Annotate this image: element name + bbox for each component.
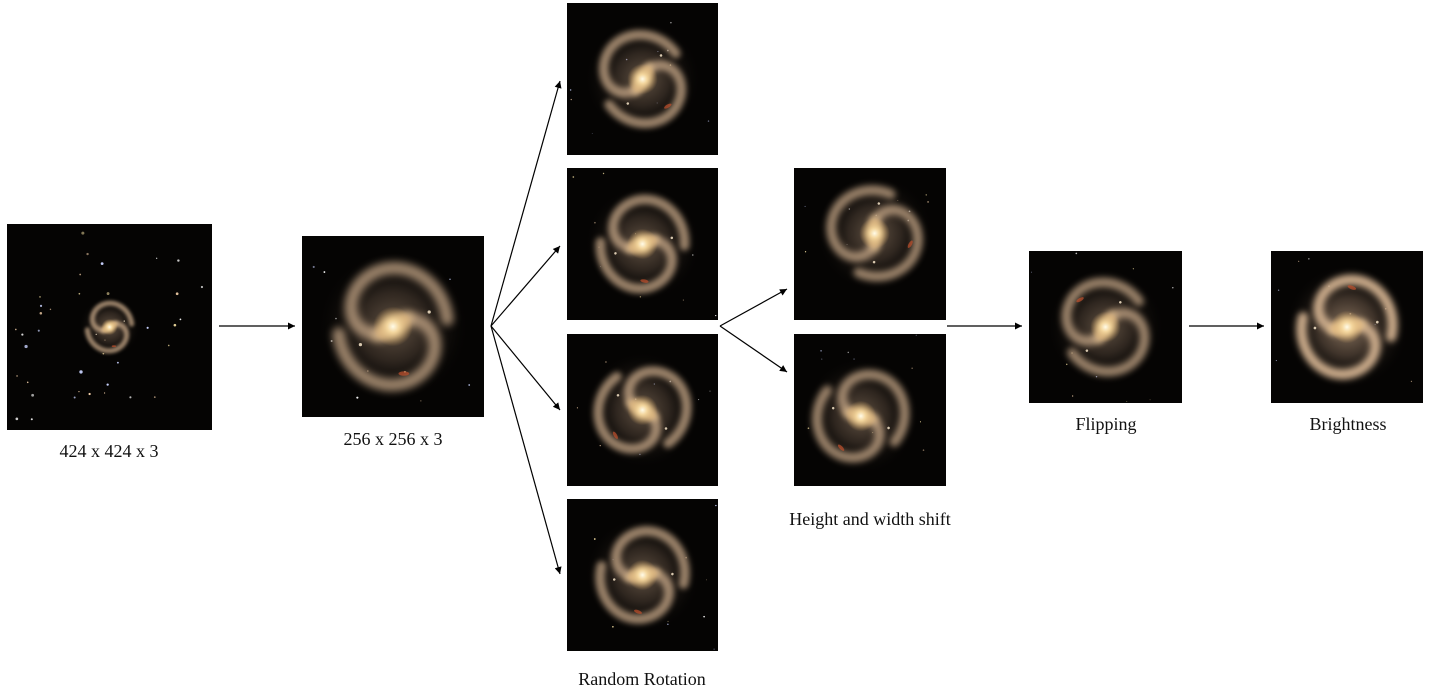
- rotation-galaxy-image-1: [567, 3, 718, 155]
- original-size-label: 424 x 424 x 3: [59, 441, 159, 461]
- rotation-galaxy-graphic-2: [567, 168, 718, 320]
- flipping-galaxy-image: [1029, 251, 1182, 403]
- rotation-galaxy-graphic-1: [567, 3, 718, 155]
- flipping-label: Flipping: [1075, 414, 1137, 434]
- brightness-galaxy-image: [1271, 251, 1423, 403]
- rotation-galaxy-image-2: [567, 168, 718, 320]
- resized-galaxy-image: [302, 236, 484, 417]
- resized-size-label: 256 x 256 x 3: [343, 429, 443, 449]
- arrow-to-rotation-2: [490, 245, 561, 327]
- brightness-label: Brightness: [1309, 414, 1387, 434]
- arrow-to-shift-1: [719, 288, 788, 327]
- original-galaxy-graphic: [7, 224, 212, 430]
- resized-galaxy-graphic: [302, 236, 484, 417]
- shift-galaxy-graphic-1: [794, 168, 946, 320]
- rotation-galaxy-graphic-3: [567, 334, 718, 486]
- arrow-to-rotation-3: [490, 325, 561, 411]
- rotation-galaxy-image-4: [567, 499, 718, 651]
- shift-galaxy-image-2: [794, 334, 946, 486]
- flipping-galaxy-graphic: [1029, 251, 1182, 403]
- shift-galaxy-image-1: [794, 168, 946, 320]
- rotation-galaxy-graphic-4: [567, 499, 718, 651]
- brightness-galaxy-graphic: [1271, 251, 1423, 403]
- arrow-to-rotation-1: [490, 80, 562, 327]
- original-galaxy-image: [7, 224, 212, 430]
- height-width-shift-label: Height and width shift: [789, 509, 951, 529]
- arrow-to-rotation-4: [490, 325, 562, 575]
- arrow-to-shift-2: [719, 325, 788, 373]
- random-rotation-label: Random Rotation: [578, 669, 706, 689]
- rotation-galaxy-image-3: [567, 334, 718, 486]
- shift-galaxy-graphic-2: [794, 334, 946, 486]
